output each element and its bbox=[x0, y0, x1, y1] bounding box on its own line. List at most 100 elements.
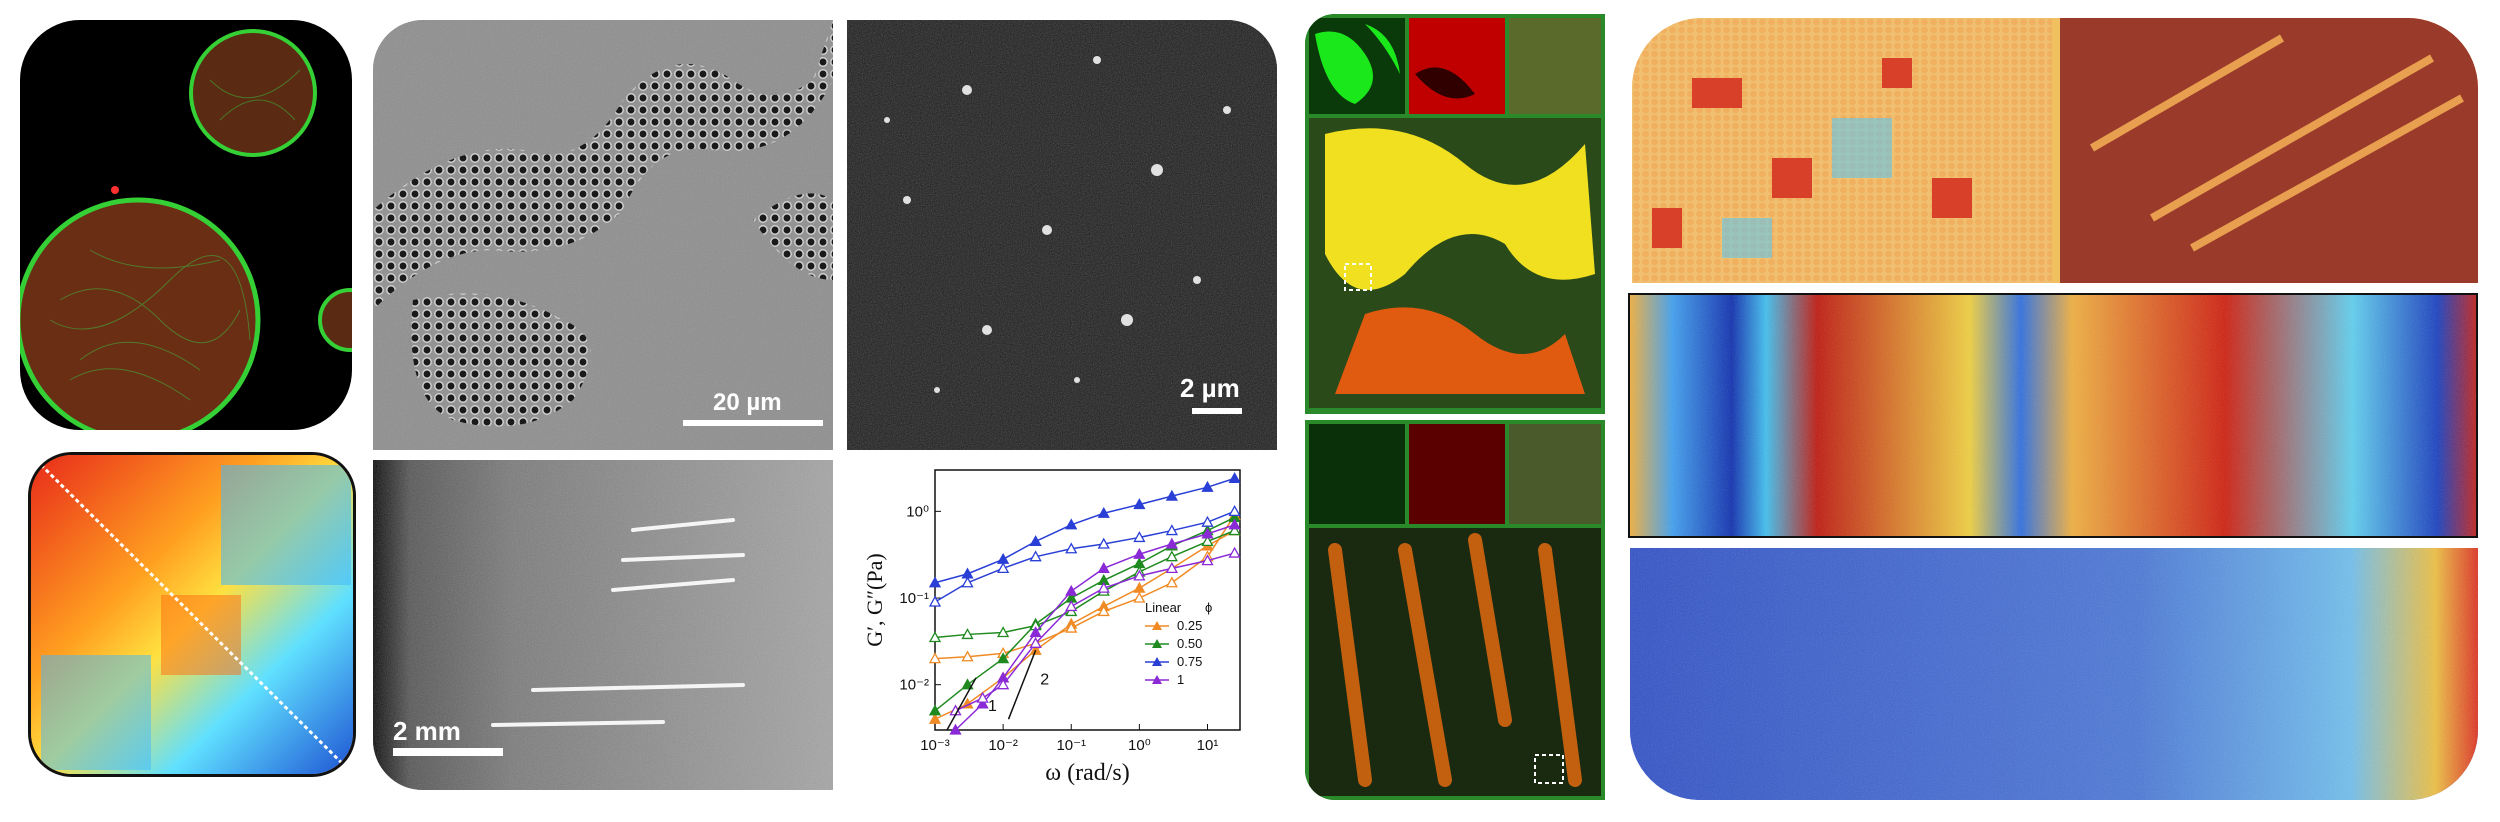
legend-entry: 0.25 bbox=[1177, 618, 1202, 633]
y-axis-label: G′, G″(Pa) bbox=[862, 553, 887, 646]
series-line bbox=[934, 529, 1235, 720]
legend-marker bbox=[1152, 621, 1162, 630]
data-point bbox=[976, 691, 989, 703]
data-point bbox=[1065, 600, 1078, 612]
data-point bbox=[1029, 643, 1042, 655]
data-point bbox=[1165, 576, 1178, 588]
data-point bbox=[1165, 562, 1178, 573]
series-line bbox=[934, 510, 1235, 603]
data-point bbox=[961, 576, 974, 588]
data-point bbox=[1165, 550, 1178, 562]
x-tick-label: 10⁻² bbox=[988, 737, 1018, 754]
correlation-heatmap bbox=[28, 452, 356, 777]
slope-label: 2 bbox=[1040, 672, 1049, 689]
data-point bbox=[961, 650, 974, 662]
data-point bbox=[976, 697, 989, 709]
dark-field-micrograph: 2 µm bbox=[847, 20, 1277, 450]
data-point bbox=[1201, 554, 1214, 566]
simulation-snapshot-top bbox=[1632, 18, 2478, 283]
data-point bbox=[997, 552, 1010, 564]
series-line bbox=[955, 552, 1235, 712]
x-tick-label: 10⁰ bbox=[1128, 737, 1151, 754]
scale-bar-label: 2 µm bbox=[1180, 373, 1240, 403]
data-point bbox=[949, 723, 962, 735]
series-line bbox=[934, 529, 1235, 639]
data-point bbox=[1201, 515, 1214, 527]
data-point bbox=[1065, 542, 1078, 554]
series-line bbox=[934, 514, 1236, 660]
simulation-snapshot-middle bbox=[1628, 293, 2478, 538]
data-point bbox=[1228, 505, 1241, 517]
data-point bbox=[928, 631, 942, 643]
data-point bbox=[961, 628, 974, 640]
vesicle-micrograph bbox=[20, 20, 352, 430]
rheology-chart: 10⁻³ 10⁻² 10⁻¹ 10⁰ 10¹ 10⁻² 10⁻¹ 10⁰ ω (rad/s) G′… bbox=[860, 455, 1260, 795]
data-point bbox=[1133, 591, 1146, 603]
data-point bbox=[1228, 472, 1241, 484]
legend-marker bbox=[1152, 675, 1162, 684]
x-tick-label: 10¹ bbox=[1197, 737, 1219, 754]
data-point bbox=[928, 704, 942, 716]
data-point bbox=[1133, 581, 1146, 593]
film-surface-micrograph: 2 mm bbox=[373, 460, 833, 790]
y-tick-label: 10⁰ bbox=[906, 503, 929, 520]
scale-bar-label: 2 mm bbox=[393, 716, 461, 746]
confocal-panel-top bbox=[1305, 14, 1605, 414]
legend-entry: 1 bbox=[1177, 672, 1184, 687]
x-tick-label: 10⁻¹ bbox=[1056, 737, 1086, 754]
x-axis-label: ω (rad/s) bbox=[1045, 760, 1129, 786]
data-point bbox=[1029, 626, 1042, 638]
legend-marker bbox=[1152, 657, 1162, 666]
slope-label: 1 bbox=[988, 698, 997, 715]
data-point bbox=[1165, 489, 1178, 501]
data-point bbox=[1097, 605, 1110, 617]
data-point bbox=[1133, 531, 1146, 543]
data-point bbox=[928, 712, 942, 724]
data-point bbox=[1228, 518, 1241, 530]
data-point bbox=[928, 595, 942, 607]
y-tick-label: 10⁻² bbox=[899, 677, 929, 694]
data-point bbox=[1228, 524, 1241, 536]
simulation-snapshot-bottom bbox=[1630, 548, 2478, 800]
data-point bbox=[1097, 506, 1110, 518]
data-point bbox=[1029, 535, 1042, 547]
data-point bbox=[1065, 518, 1078, 530]
data-point bbox=[961, 678, 974, 690]
data-point bbox=[997, 678, 1010, 690]
legend-marker bbox=[1152, 639, 1162, 648]
scale-bar-label: 20 µm bbox=[713, 389, 782, 416]
data-point bbox=[1165, 537, 1178, 549]
data-point bbox=[1097, 537, 1110, 549]
data-point bbox=[997, 652, 1010, 664]
data-point bbox=[1201, 535, 1214, 547]
data-point bbox=[997, 562, 1010, 573]
data-point bbox=[1029, 636, 1042, 648]
series-line bbox=[934, 477, 1235, 584]
data-point bbox=[1165, 524, 1178, 536]
slope-guide bbox=[1007, 649, 1037, 720]
data-point bbox=[1133, 547, 1146, 559]
plot-frame bbox=[934, 469, 1241, 731]
legend-entry: 0.50 bbox=[1177, 636, 1202, 651]
data-point bbox=[1228, 546, 1241, 558]
data-point bbox=[1133, 569, 1146, 581]
data-point bbox=[1097, 562, 1110, 573]
data-point bbox=[1201, 480, 1214, 492]
slope-guide bbox=[946, 677, 977, 731]
legend-entry: 0.75 bbox=[1177, 654, 1202, 669]
data-point bbox=[997, 626, 1010, 638]
legend-title: Linear bbox=[1145, 600, 1182, 615]
data-point bbox=[1097, 581, 1110, 593]
data-point bbox=[1065, 621, 1078, 633]
colloidal-cluster-micrograph: 20 µm bbox=[373, 20, 833, 450]
data-point bbox=[1065, 584, 1078, 596]
data-point bbox=[928, 652, 942, 664]
data-point bbox=[1029, 550, 1042, 562]
data-point bbox=[928, 576, 942, 588]
x-tick-label: 10⁻³ bbox=[920, 737, 950, 754]
legend-symbol: ϕ bbox=[1205, 600, 1212, 615]
data-point bbox=[1201, 527, 1214, 539]
confocal-panel-bottom bbox=[1305, 420, 1605, 800]
data-point bbox=[1133, 498, 1146, 510]
y-tick-label: 10⁻¹ bbox=[899, 590, 929, 607]
